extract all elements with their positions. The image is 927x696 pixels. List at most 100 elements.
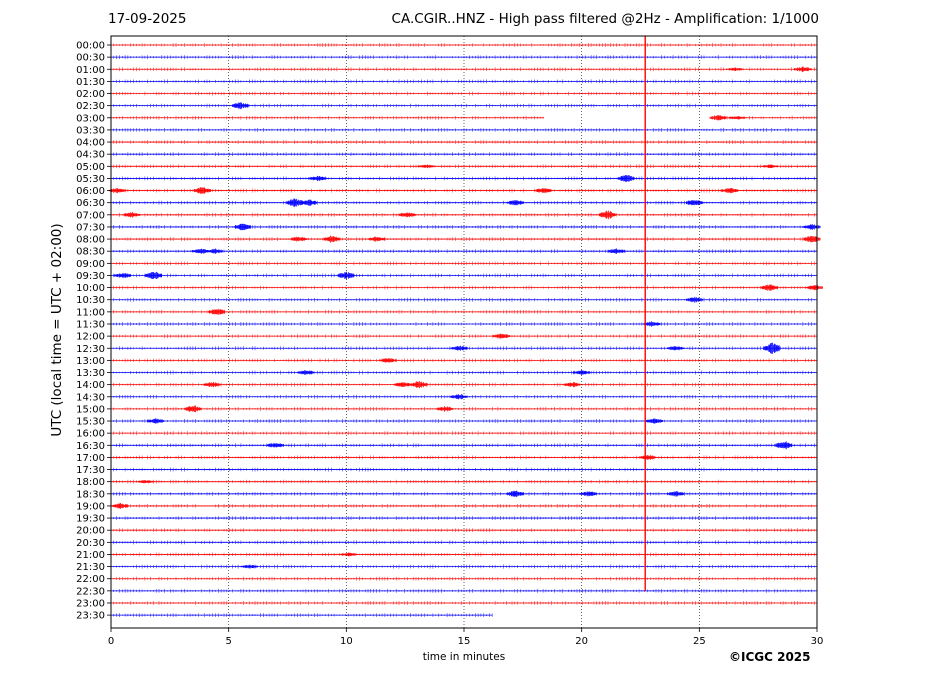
seismic-event	[667, 346, 684, 351]
y-tick-label: 18:30	[76, 489, 105, 500]
seismic-event	[573, 370, 590, 376]
seismic-event	[535, 188, 553, 193]
seismic-event	[241, 564, 258, 569]
y-tick-label: 20:30	[76, 538, 105, 549]
chart-title: CA.CGIR..HNZ - High pass filtered @2Hz -…	[391, 11, 819, 27]
y-tick-label: 19:00	[76, 501, 105, 512]
trace-row	[110, 164, 817, 169]
seismic-event	[300, 199, 317, 206]
y-tick-label: 18:00	[76, 477, 105, 488]
seismic-event	[205, 248, 223, 254]
y-tick-label: 16:00	[76, 429, 105, 440]
y-tick-label: 06:30	[76, 198, 105, 209]
trace-row	[110, 285, 817, 290]
seismic-event	[194, 187, 211, 195]
seismic-event	[144, 271, 162, 279]
y-tick-label: 01:30	[76, 77, 105, 88]
y-tick-label: 02:30	[76, 101, 105, 112]
y-tick-label: 22:00	[76, 574, 105, 585]
y-tick-label: 08:00	[76, 235, 105, 246]
seismic-event	[686, 296, 703, 303]
x-axis-label: time in minutes	[423, 651, 505, 663]
seismic-event	[290, 236, 308, 242]
y-tick-label: 12:00	[76, 332, 105, 343]
seismic-event	[493, 333, 510, 339]
seismic-event	[417, 164, 435, 169]
seismic-event	[380, 358, 397, 363]
seismic-event	[507, 200, 524, 206]
y-tick-label: 23:00	[76, 598, 105, 609]
y-tick-label: 04:30	[76, 150, 105, 161]
y-tick-label: 16:30	[76, 441, 105, 452]
seismic-event	[297, 370, 315, 375]
seismic-event	[761, 164, 779, 168]
trace-row	[110, 443, 817, 448]
seismic-event	[436, 406, 454, 412]
trace-row	[110, 431, 817, 436]
x-tick-group: 0 5 10 15 20 25 30	[108, 628, 823, 647]
seismic-event	[563, 382, 581, 388]
seismic-event	[323, 235, 341, 243]
y-tick-label: 04:00	[76, 138, 105, 149]
seismic-event	[337, 271, 355, 280]
y-tick-label: 05:00	[76, 162, 105, 173]
seismic-event	[410, 381, 428, 389]
seismic-event	[794, 66, 811, 72]
y-tick-label: 05:30	[76, 174, 105, 185]
seismic-event	[208, 308, 226, 315]
seismic-event	[667, 491, 684, 497]
trace-row	[110, 503, 817, 508]
trace-row	[110, 152, 817, 157]
copyright-label: ©ICGC 2025	[729, 650, 811, 664]
seismic-event	[721, 187, 739, 194]
y-tick-label: 22:30	[76, 586, 105, 597]
trace-row	[110, 261, 817, 266]
y-tick-label: 13:00	[76, 356, 105, 367]
seismic-event	[231, 102, 249, 110]
y-tick-label: 00:00	[76, 41, 105, 52]
y-tick-label: 15:30	[76, 417, 105, 428]
y-tick-label: 03:30	[76, 125, 105, 136]
seismic-event	[686, 200, 703, 206]
seismic-event	[763, 342, 781, 354]
y-tick-label: 21:30	[76, 562, 105, 573]
trace-row	[110, 576, 817, 581]
seismic-event	[147, 418, 164, 424]
seismic-event	[111, 503, 129, 509]
x-tick-label: 5	[225, 636, 231, 647]
seismic-event	[646, 418, 663, 424]
seismic-event	[123, 212, 141, 218]
seismic-event	[638, 455, 656, 460]
y-tick-label: 14:30	[76, 392, 105, 403]
y-tick-label: 07:00	[76, 210, 105, 221]
y-tick-group: 00:0000:3001:0001:3002:0002:3003:0003:30…	[76, 41, 111, 622]
y-tick-label: 19:30	[76, 514, 105, 525]
y-tick-label: 17:00	[76, 453, 105, 464]
x-tick-label: 15	[458, 636, 471, 647]
y-tick-label: 17:30	[76, 465, 105, 476]
trace-row	[110, 455, 817, 460]
seismic-event	[398, 212, 416, 218]
date-label: 17-09-2025	[108, 11, 187, 27]
seismic-event	[598, 210, 616, 220]
seismic-event	[709, 115, 727, 121]
seismic-event	[761, 284, 779, 291]
seismic-event	[608, 248, 626, 254]
seismic-event	[507, 490, 524, 498]
trace-row	[110, 309, 817, 314]
y-tick-label: 11:30	[76, 319, 105, 330]
seismic-event	[617, 175, 635, 182]
seismic-event	[234, 223, 251, 231]
trace-row	[110, 588, 817, 593]
trace-group	[109, 43, 823, 618]
y-tick-label: 09:00	[76, 259, 105, 270]
seismic-event	[309, 175, 327, 181]
seismic-event	[728, 116, 746, 120]
trace-row	[110, 613, 493, 618]
y-tick-label: 02:00	[76, 89, 105, 100]
x-tick-label: 25	[693, 636, 706, 647]
seismic-event	[806, 285, 823, 291]
seismic-event	[109, 188, 127, 194]
y-tick-label: 08:30	[76, 247, 105, 258]
